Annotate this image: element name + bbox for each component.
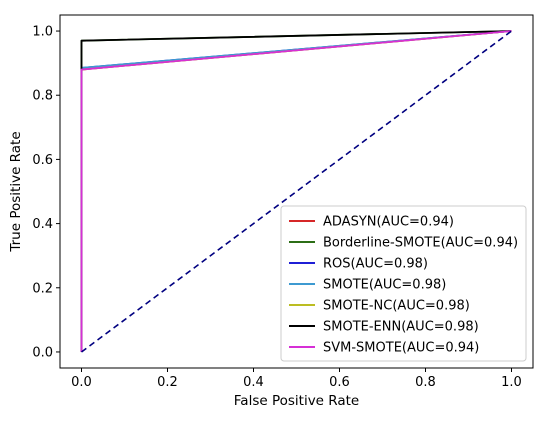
legend-label: SMOTE-ENN(AUC=0.98) (323, 320, 479, 335)
x-tick-label: 0.4 (243, 375, 264, 390)
legend-label: SMOTE-NC(AUC=0.98) (323, 299, 470, 314)
y-tick-label: 0.8 (32, 89, 53, 104)
y-tick-label: 0.4 (32, 217, 53, 232)
legend-label: SVM-SMOTE(AUC=0.94) (323, 341, 479, 356)
legend-box (280, 205, 527, 362)
legend: ADASYN(AUC=0.94) Borderline-SMOTE(AUC=0.9… (280, 205, 527, 362)
x-tick-label: 0.2 (157, 375, 178, 390)
x-tick-label: 1.0 (501, 375, 522, 390)
plot-frame (59, 14, 534, 369)
y-tick-label: 0.2 (32, 281, 53, 296)
x-tick-label: 0.6 (329, 375, 350, 390)
plot-area (80, 30, 512, 353)
axis-ticks: 0.0 0.2 0.4 0.6 0.8 1.0 0.0 0.2 0.4 0.6 0.8 1.0 (32, 25, 522, 390)
x-tick-label: 0.0 (71, 375, 92, 390)
legend-label: Borderline-SMOTE(AUC=0.94) (323, 236, 518, 251)
series-line-6 (80, 30, 512, 352)
legend-label: ROS(AUC=0.98) (323, 257, 428, 272)
legend-label: ADASYN(AUC=0.94) (323, 215, 454, 230)
legend-label: SMOTE(AUC=0.98) (323, 278, 446, 293)
y-axis-label: True Positive Rate (8, 131, 24, 252)
x-tick-label: 0.8 (415, 375, 436, 390)
y-tick-label: 0.0 (32, 345, 53, 360)
y-tick-label: 1.0 (32, 25, 53, 40)
y-tick-label: 0.6 (32, 153, 53, 168)
x-axis-label: False Positive Rate (234, 393, 359, 409)
